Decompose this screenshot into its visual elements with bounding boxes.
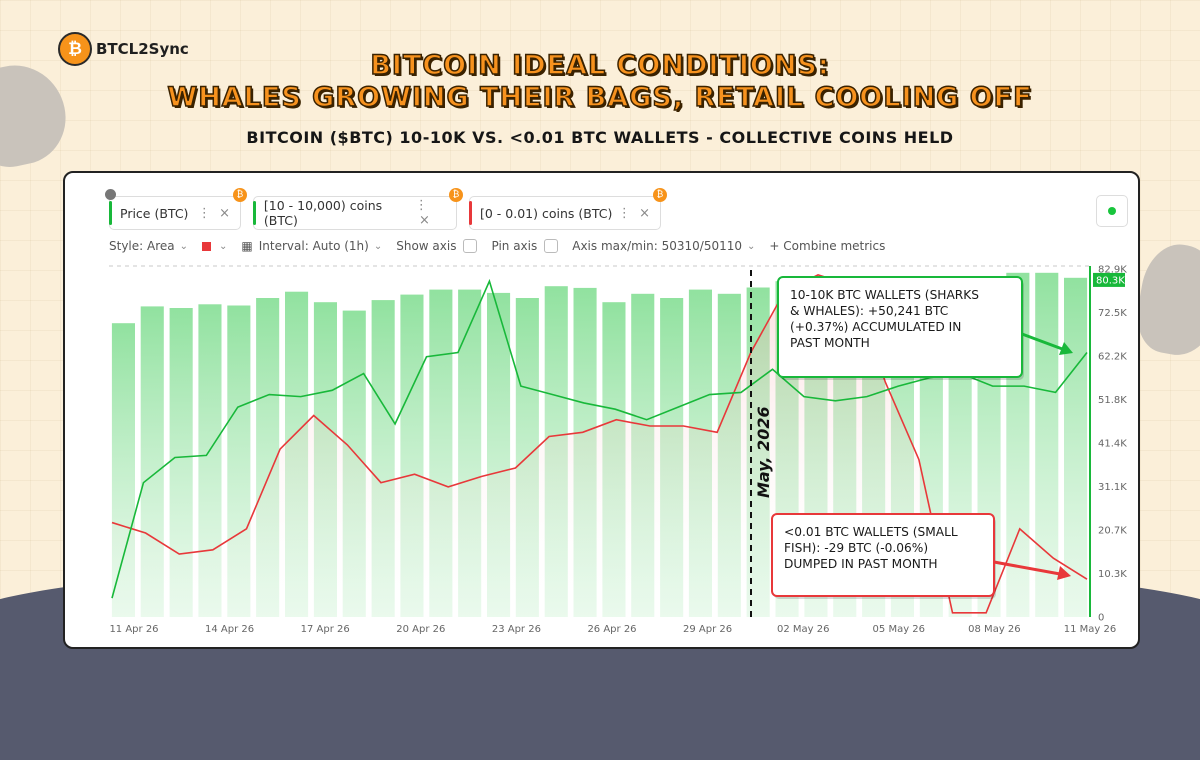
combine-metrics-label: + Combine metrics	[769, 239, 886, 253]
headline-line-1: BITCOIN IDEAL CONDITIONS:	[370, 49, 830, 82]
interval-label: Interval: Auto (1h)	[258, 239, 369, 253]
series-color-bar	[469, 201, 472, 225]
lock-icon	[105, 189, 116, 200]
metric-chip-price[interactable]: Price (BTC) ⋮ × ₿	[105, 188, 247, 230]
y-tick-label: 62.2K	[1098, 352, 1127, 363]
show-axis-checkbox[interactable]	[463, 239, 478, 253]
series-color-bar	[253, 201, 256, 225]
headline-line-2: WHALES GROWING THEIR BAGS, RETAIL COOLIN…	[167, 81, 1033, 114]
may-2026-label: May, 2026	[754, 406, 773, 498]
chart-plot: 82.9K 72.5K 62.2K 51.8K 41.4K 31.1K 20.7K 10.3K…	[109, 265, 1127, 635]
metric-chip-label: Price (BTC)	[120, 205, 189, 221]
y-tick-label: 41.4K	[1098, 439, 1127, 450]
y-tick-label: 0	[1098, 613, 1104, 624]
y-tick-label: 51.8K	[1098, 395, 1127, 406]
chevron-down-icon: ⌄	[747, 240, 756, 252]
chevron-down-icon: ⌄	[179, 240, 189, 252]
subheadline: BITCOIN ($BTC) 10-10K VS. <0.01 BTC WALL…	[246, 128, 954, 147]
live-status-button[interactable]	[1096, 195, 1128, 227]
whale-callout-text: PAST MONTH	[790, 336, 870, 350]
rock-decoration-right	[1131, 238, 1200, 362]
small-wallets-line	[111, 274, 1088, 614]
live-dot-icon	[1108, 207, 1116, 215]
color-swatch	[202, 241, 212, 251]
metric-chip-label: [10 - 10,000) coins (BTC)	[263, 198, 383, 228]
bitcoin-badge-icon: ₿	[449, 188, 463, 202]
y-tick-label: 10.3K	[1098, 569, 1127, 580]
x-tick-label: 11 Apr 26	[109, 624, 158, 635]
y-tick-label: 20.7K	[1098, 526, 1127, 537]
price-bar	[198, 304, 222, 617]
axis-maxmin-label: Axis max/min: 50310/50110	[572, 239, 743, 253]
whale-wallets-line	[111, 278, 1088, 599]
small-fish-arrow-head	[1057, 566, 1071, 580]
bitcoin-badge-icon: ₿	[653, 188, 667, 202]
axis-maxmin-dropdown[interactable]: Axis max/min: 50310/50110 ⌄	[572, 239, 755, 253]
price-bar	[1064, 277, 1088, 617]
x-tick-label: 02 May 26	[777, 624, 829, 635]
x-tick-label: 20 Apr 26	[396, 624, 445, 635]
series-color-bar	[109, 201, 112, 225]
bitcoin-logo-icon: ₿	[58, 32, 92, 66]
chevron-down-icon: ⌄	[219, 240, 228, 252]
small-fish-arrow-shaft	[993, 560, 1061, 576]
show-axis-label: Show axis	[396, 239, 457, 253]
x-tick-label: 14 Apr 26	[205, 624, 254, 635]
small-fish-callout-text: <0.01 BTC WALLETS (SMALL	[784, 525, 958, 539]
x-tick-label: 08 May 26	[968, 624, 1020, 635]
brand-name: BTCL2Sync	[96, 40, 189, 58]
price-bar	[169, 308, 193, 617]
small-fish-callout-text: DUMPED IN PAST MONTH	[784, 557, 938, 571]
current-value-tag	[1093, 272, 1125, 287]
more-options-icon[interactable]: ⋮ ×	[197, 205, 230, 221]
chevron-down-icon: ⌄	[373, 240, 383, 252]
pin-axis-label: Pin axis	[491, 239, 538, 253]
y-tick-label: 82.9K	[1098, 265, 1127, 276]
show-axis-toggle[interactable]: Show axis	[396, 239, 478, 253]
whale-arrow-shaft	[1021, 332, 1066, 352]
combine-metrics-button[interactable]: + Combine metrics	[769, 239, 885, 253]
chart-toolbar: Style: Area ⌄ ⌄ ▦ Interval: Auto (1h) ⌄ Sh…	[109, 239, 899, 253]
bitcoin-badge-icon: ₿	[233, 188, 247, 202]
whale-callout-text: & WHALES): +50,241 BTC	[790, 304, 948, 318]
x-tick-label: 23 Apr 26	[492, 624, 541, 635]
style-dropdown[interactable]: Style: Area ⌄	[109, 239, 188, 253]
x-tick-label: 29 Apr 26	[683, 624, 732, 635]
whale-callout-text: 10-10K BTC WALLETS (SHARKS	[790, 288, 979, 302]
y-tick-label: 31.1K	[1098, 482, 1127, 493]
metric-chip-label: [0 - 0.01) coins (BTC)	[480, 205, 613, 221]
whale-arrow-head	[1059, 342, 1073, 355]
x-tick-label: 17 Apr 26	[301, 624, 350, 635]
metric-chip-10-10k[interactable]: [10 - 10,000) coins (BTC) ⋮ × ₿	[253, 188, 463, 230]
more-options-icon[interactable]: ⋮ ×	[617, 205, 650, 221]
color-picker[interactable]: ⌄	[202, 241, 227, 252]
x-tick-label: 26 Apr 26	[587, 624, 636, 635]
brand: ₿ BTCL2Sync	[58, 32, 189, 66]
current-value-label: 80.3K	[1096, 275, 1125, 286]
x-tick-label: 05 May 26	[873, 624, 925, 635]
headline: BITCOIN IDEAL CONDITIONS: WHALES GROWING…	[0, 49, 1200, 114]
price-bar	[1035, 272, 1059, 617]
style-label: Style: Area	[109, 239, 175, 253]
whale-callout-box	[777, 276, 1023, 378]
y-tick-label: 72.5K	[1098, 308, 1127, 319]
chart-card: Price (BTC) ⋮ × ₿ [10 - 10,000) coins (B…	[63, 171, 1140, 649]
pin-axis-toggle[interactable]: Pin axis	[491, 239, 559, 253]
small-fish-callout-text: FISH): -29 BTC (-0.06%)	[784, 541, 928, 555]
more-options-icon[interactable]: ⋮ ×	[414, 198, 430, 228]
metric-chip-0-001[interactable]: [0 - 0.01) coins (BTC) ⋮ × ₿	[469, 188, 667, 230]
small-fish-callout-box	[771, 513, 995, 597]
interval-dropdown[interactable]: ▦ Interval: Auto (1h) ⌄	[241, 239, 382, 253]
x-tick-label: 11 May 26	[1064, 624, 1116, 635]
whale-callout-text: (+0.37%) ACCUMULATED IN	[790, 320, 961, 334]
pin-axis-checkbox[interactable]	[544, 239, 559, 253]
calendar-icon: ▦	[241, 239, 253, 253]
